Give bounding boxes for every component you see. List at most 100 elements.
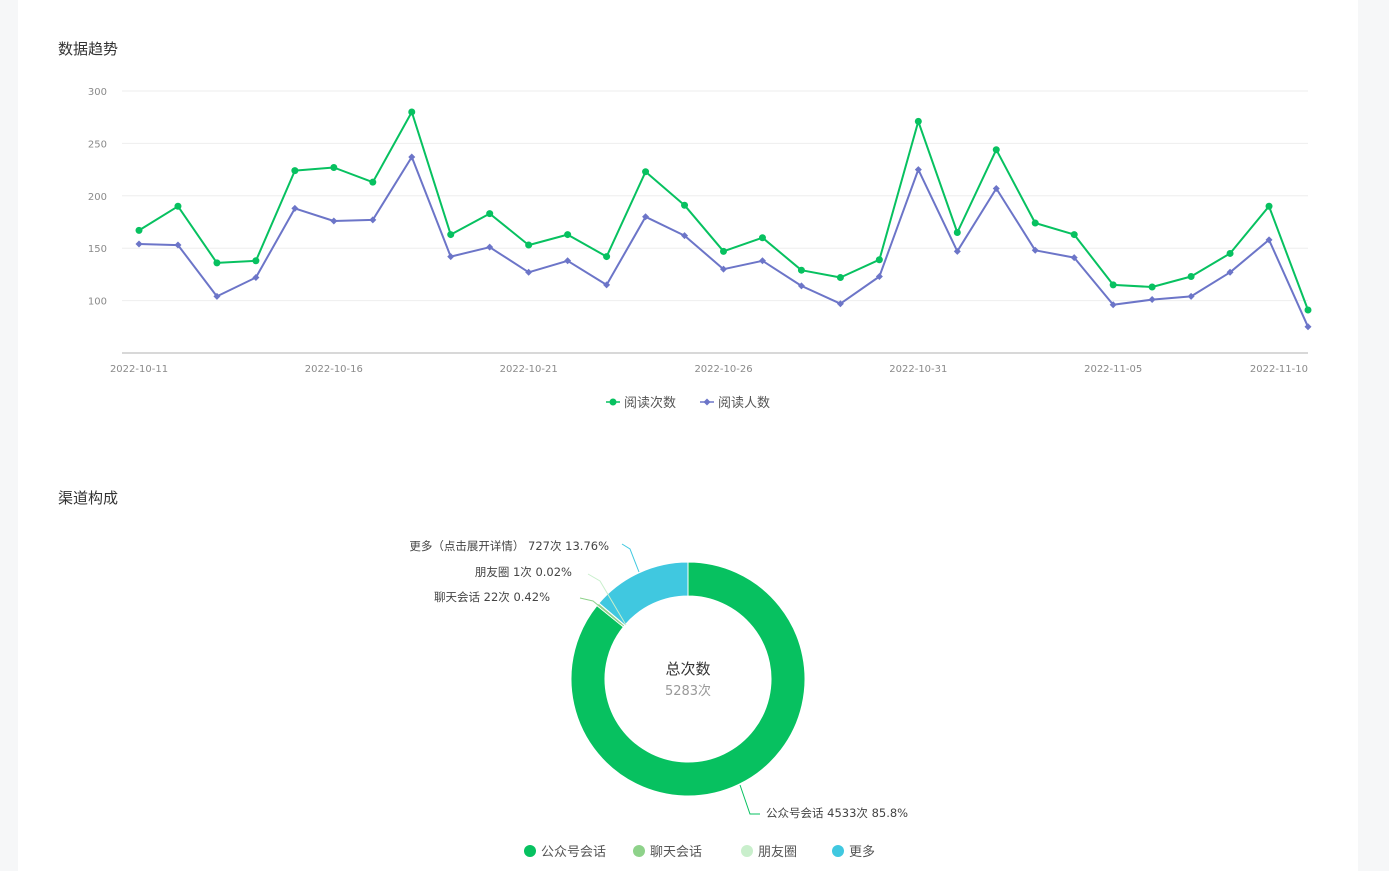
data-point: [564, 257, 572, 265]
data-point: [564, 231, 572, 239]
trend-line-chart: 100 150 200 250 300 2022-10-11 2022-10-16 2022…: [88, 87, 1312, 411]
donut-slice[interactable]: [570, 561, 806, 797]
x-tick-label: 2022-10-26: [694, 364, 752, 375]
slice-label: 公众号会话 4533次 85.8%: [766, 806, 908, 820]
series-line: [138, 156, 1309, 328]
data-point: [642, 168, 650, 176]
data-point: [525, 241, 533, 249]
legend-marker: [609, 398, 617, 406]
data-point: [758, 234, 766, 242]
data-point: [408, 108, 416, 116]
data-point: [1070, 231, 1078, 239]
legend-marker: [832, 845, 844, 857]
channel-donut-chart: 公众号会话 4533次 85.8% 聊天会话 22次 0.42% 朋友圈 1次 0.…: [409, 539, 908, 860]
y-tick-label: 300: [88, 87, 107, 98]
series-line: [138, 111, 1309, 311]
data-point: [914, 166, 922, 174]
data-point: [252, 274, 260, 282]
data-point: [291, 167, 299, 175]
legend-label: 聊天会话: [650, 845, 702, 860]
data-point: [1031, 246, 1039, 254]
y-tick-label: 100: [88, 297, 107, 308]
data-point: [330, 217, 338, 225]
leader-line: [587, 573, 627, 626]
y-tick-label: 250: [88, 139, 107, 150]
data-point: [836, 274, 844, 282]
slice-label: 聊天会话 22次 0.42%: [434, 590, 550, 604]
slice-label: 更多（点击展开详情） 727次 13.76%: [409, 539, 609, 553]
data-point: [1148, 296, 1156, 304]
data-point: [992, 146, 1000, 154]
legend-label: 阅读人数: [718, 396, 770, 411]
legend-item[interactable]: 更多: [832, 844, 875, 860]
leader-line: [739, 784, 760, 815]
x-tick-label: 2022-10-16: [305, 364, 363, 375]
data-point: [681, 201, 689, 209]
legend-item[interactable]: 朋友圈: [741, 844, 797, 860]
data-point: [486, 243, 494, 251]
data-point: [1148, 283, 1156, 291]
data-point: [135, 240, 143, 248]
legend-item[interactable]: 公众号会话: [524, 845, 606, 860]
y-tick-label: 150: [88, 244, 107, 255]
legend-marker: [703, 398, 711, 406]
data-point: [1109, 281, 1117, 289]
data-point: [642, 213, 650, 221]
data-point: [953, 228, 961, 236]
data-point: [1187, 272, 1195, 280]
data-point: [875, 272, 883, 280]
data-point: [875, 256, 883, 264]
data-point: [758, 257, 766, 265]
leader-line: [579, 597, 622, 625]
data-point: [1226, 268, 1234, 276]
data-point: [369, 216, 377, 224]
legend-label: 朋友圈: [758, 844, 797, 860]
x-tick-label: 2022-10-31: [889, 364, 947, 375]
data-point: [447, 253, 455, 261]
data-point: [1031, 219, 1039, 227]
x-tick-label: 2022-11-10: [1250, 364, 1308, 375]
data-point: [797, 282, 805, 290]
data-point: [1226, 249, 1234, 257]
legend-item[interactable]: 阅读人数: [700, 396, 770, 411]
data-point: [330, 164, 338, 172]
legend-item[interactable]: 聊天会话: [633, 845, 702, 860]
donut-center-title: 总次数: [665, 660, 710, 678]
data-point: [1109, 301, 1117, 309]
data-point: [1304, 323, 1312, 331]
data-point: [1070, 254, 1078, 262]
legend-marker: [741, 845, 753, 857]
data-point: [174, 241, 182, 249]
legend-label: 公众号会话: [541, 845, 606, 860]
legend-marker: [633, 845, 645, 857]
data-point: [720, 247, 727, 255]
data-point: [525, 268, 533, 276]
leader-line: [621, 543, 640, 573]
legend-marker: [524, 845, 536, 857]
data-point: [291, 204, 299, 212]
slice-label: 朋友圈 1次 0.02%: [475, 565, 572, 579]
legend-label: 更多: [849, 844, 875, 860]
legend-label: 阅读次数: [624, 395, 676, 411]
x-tick-label: 2022-10-21: [500, 364, 558, 375]
dashboard-card: 数据趋势 100 150 200 250 300 2022-10-11 2022-10-1…: [18, 0, 1358, 871]
data-point: [174, 202, 182, 210]
data-point: [603, 253, 611, 261]
data-point: [486, 210, 494, 218]
data-point: [953, 247, 961, 255]
data-point: [797, 266, 805, 274]
data-point: [135, 226, 143, 234]
data-point: [1265, 236, 1273, 244]
data-point: [1265, 202, 1273, 210]
data-point: [213, 259, 221, 267]
y-tick-label: 200: [88, 192, 107, 203]
data-point: [603, 281, 611, 289]
donut-slice[interactable]: [598, 561, 689, 626]
data-point: [447, 231, 455, 239]
data-point: [252, 257, 260, 265]
x-tick-label: 2022-11-05: [1084, 364, 1142, 375]
legend-item[interactable]: 阅读次数: [606, 395, 676, 411]
data-point: [1187, 292, 1195, 300]
data-point: [836, 300, 844, 308]
data-point: [369, 178, 377, 186]
